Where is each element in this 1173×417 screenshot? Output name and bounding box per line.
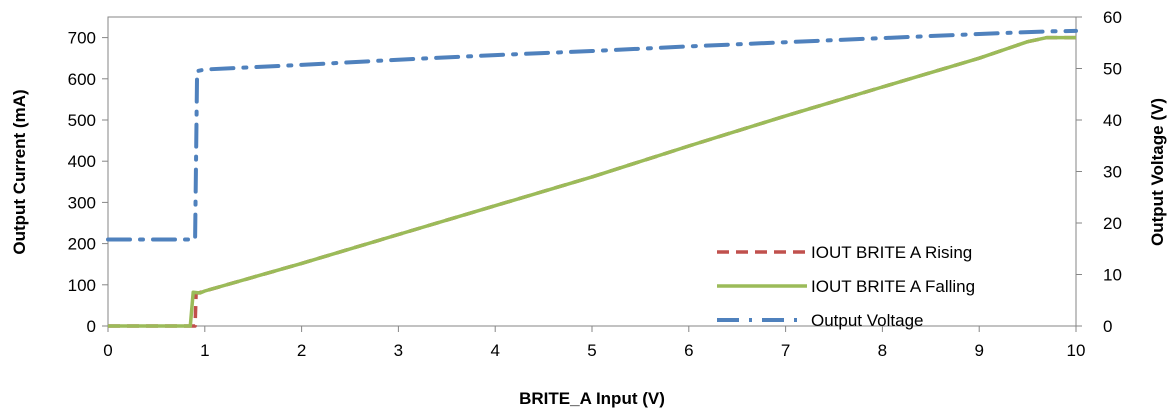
y2-tick-label: 50: [1103, 60, 1122, 79]
series-layer: [106, 28, 1078, 328]
y2-axis-title: Output Voltage (V): [1148, 98, 1167, 246]
y-axis-left: 0 100 200 300 400 500 600 700: [68, 29, 108, 336]
y-tick-label: 200: [68, 235, 96, 254]
y-tick-label: 700: [68, 29, 96, 48]
legend: IOUT BRITE A Rising IOUT BRITE A Falling O…: [717, 243, 975, 330]
x-tick-label: 5: [587, 341, 596, 360]
y-tick-label: 400: [68, 152, 96, 171]
y2-tick-label: 60: [1103, 8, 1122, 27]
y2-tick-label: 40: [1103, 111, 1122, 130]
x-tick-label: 9: [974, 341, 983, 360]
y-tick-label: 500: [68, 111, 96, 130]
x-axis-title: BRITE_A Input (V): [519, 389, 665, 408]
y-tick-label: 600: [68, 70, 96, 89]
y2-tick-label: 0: [1103, 317, 1112, 336]
x-tick-label: 1: [200, 341, 209, 360]
x-tick-label: 4: [490, 341, 499, 360]
y2-tick-label: 20: [1103, 214, 1122, 233]
legend-label: IOUT BRITE A Rising: [811, 243, 972, 262]
y-axis-right: 0 10 20 30 40 50 60: [1076, 8, 1122, 336]
y-tick-label: 0: [87, 317, 96, 336]
legend-label: Output Voltage: [811, 311, 923, 330]
x-tick-label: 3: [394, 341, 403, 360]
x-tick-label: 10: [1067, 341, 1086, 360]
x-tick-label: 8: [878, 341, 887, 360]
y2-tick-label: 30: [1103, 163, 1122, 182]
y-tick-label: 100: [68, 276, 96, 295]
x-tick-label: 6: [684, 341, 693, 360]
y2-tick-label: 10: [1103, 266, 1122, 285]
legend-label: IOUT BRITE A Falling: [811, 277, 975, 296]
x-tick-label: 7: [781, 341, 790, 360]
x-tick-label: 0: [103, 341, 112, 360]
series-line-2: [106, 28, 1078, 242]
y-tick-label: 300: [68, 193, 96, 212]
series-line-1: [108, 35, 1076, 328]
x-axis: 0 1 2 3 4 5 6 7 8 9 10: [103, 326, 1085, 360]
y-axis-title: Output Current (mA): [10, 89, 29, 254]
x-tick-label: 2: [297, 341, 306, 360]
